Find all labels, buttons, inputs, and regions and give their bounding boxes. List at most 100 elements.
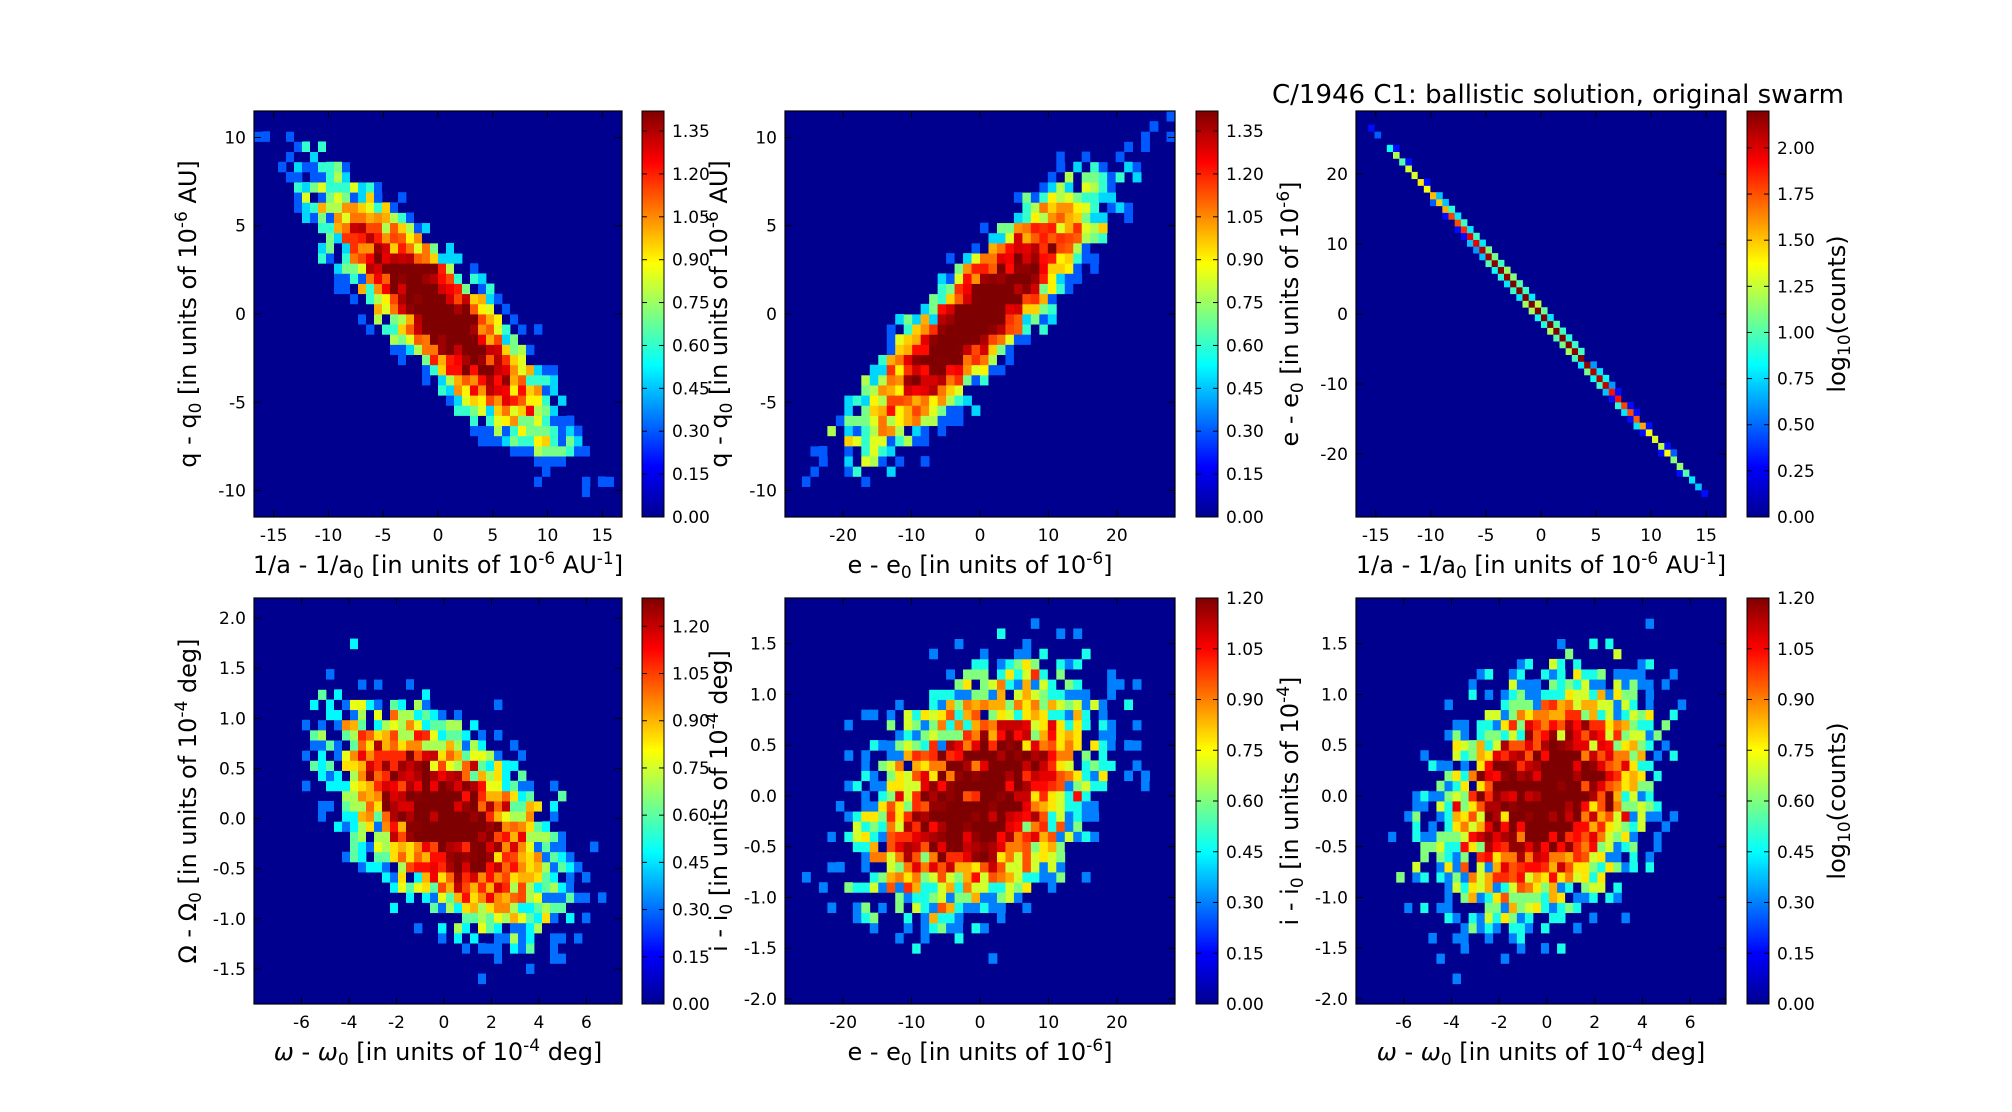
hexbin-cell bbox=[294, 182, 303, 193]
hexbin-cell bbox=[1452, 801, 1461, 812]
hexbin-cell bbox=[886, 932, 896, 944]
hexbin-cell bbox=[929, 699, 939, 711]
hexbin-cell bbox=[1411, 171, 1419, 180]
hexbin-cell bbox=[518, 953, 527, 964]
hexbin-cell bbox=[1613, 689, 1622, 700]
hexbin-cell bbox=[478, 293, 487, 305]
hexbin-cell bbox=[963, 740, 972, 751]
hexbin-cell bbox=[358, 801, 367, 812]
hexbin-cell bbox=[414, 831, 423, 842]
hexbin-cell bbox=[1115, 171, 1125, 183]
hexbin-cell bbox=[1047, 283, 1057, 295]
hexbin-cell bbox=[374, 912, 383, 924]
hexbin-cell bbox=[566, 445, 575, 457]
hexbin-cell bbox=[494, 801, 503, 812]
hexbin-cell bbox=[1404, 922, 1413, 934]
hexbin-cell bbox=[988, 212, 998, 224]
hexbin-cell bbox=[810, 435, 820, 447]
hexbin-cell bbox=[494, 811, 503, 822]
hexbin-cell bbox=[1090, 202, 1100, 213]
hexbin-cell bbox=[1444, 760, 1453, 771]
hexbin-cell bbox=[1613, 770, 1622, 782]
hexbin-cell bbox=[1500, 841, 1510, 853]
hexbin-cell bbox=[1013, 841, 1023, 853]
hexbin-cell bbox=[1492, 872, 1502, 883]
hexbin-cells bbox=[1356, 111, 1721, 518]
hexbin-cell bbox=[1047, 689, 1057, 700]
hexbin-cell bbox=[1056, 253, 1066, 264]
hexbin-cell bbox=[478, 334, 487, 345]
hexbin-cell bbox=[1460, 219, 1468, 227]
hexbin-cell bbox=[502, 872, 511, 883]
hexbin-cell bbox=[988, 253, 998, 264]
hexbin-cell bbox=[1047, 861, 1057, 873]
hexbin-cell bbox=[988, 273, 998, 284]
hexbin-cell bbox=[869, 821, 879, 832]
hexbin-cell bbox=[852, 902, 862, 914]
hexbin-cell bbox=[903, 882, 913, 893]
hexbin-cell bbox=[470, 770, 479, 782]
hexbin-cell bbox=[1013, 222, 1023, 234]
hexbin-cell bbox=[920, 831, 930, 842]
hexbin-cell bbox=[1701, 872, 1711, 883]
hexbin-cell bbox=[1695, 483, 1702, 491]
hexbin-cell bbox=[1581, 851, 1590, 863]
hexbin-cell bbox=[294, 719, 303, 731]
hexbin-cell bbox=[1524, 729, 1534, 741]
hexbin-cell bbox=[1661, 770, 1671, 782]
hexbin-cell bbox=[446, 729, 455, 741]
hexbin-cell bbox=[454, 750, 463, 761]
hexbin-cell bbox=[1565, 790, 1574, 802]
hexbin-cell bbox=[478, 993, 487, 1005]
hexbin-cell bbox=[614, 476, 623, 487]
hexbin-cell bbox=[438, 790, 447, 802]
hexbin-cell bbox=[988, 953, 998, 964]
hexbin-cell bbox=[971, 253, 981, 264]
hexbin-cell bbox=[494, 354, 503, 366]
hexbin-cell bbox=[852, 932, 862, 944]
hexbin-cell bbox=[1436, 861, 1445, 873]
hexbin-cell bbox=[382, 740, 391, 751]
hexbin-cell bbox=[486, 354, 495, 366]
hexbin-cell bbox=[334, 232, 343, 244]
hexbin-cell bbox=[350, 851, 359, 863]
hexbin-cell bbox=[318, 821, 327, 832]
hexbin-cell bbox=[462, 699, 471, 711]
hexbin-cell bbox=[326, 131, 335, 142]
hexbin-cell bbox=[954, 963, 964, 974]
hexbin-cell bbox=[971, 882, 981, 893]
hexbin-cell bbox=[1516, 699, 1526, 711]
x-tick-label: -20 bbox=[829, 1013, 857, 1033]
hexbin-cell bbox=[478, 405, 487, 416]
hexbin-cell bbox=[1524, 669, 1534, 680]
hexbin-cell bbox=[1005, 841, 1015, 853]
hexbin-cell bbox=[1448, 205, 1456, 213]
hexbin-cell bbox=[1524, 841, 1534, 853]
hexbin-cell bbox=[1661, 841, 1671, 853]
hexbin-cell bbox=[1420, 912, 1429, 924]
hexbin-cell bbox=[286, 141, 295, 152]
hexbin-cell bbox=[1492, 780, 1502, 792]
hexbin-cell bbox=[1081, 242, 1091, 254]
hexbin-cell bbox=[1064, 263, 1074, 274]
colorbar-label: log10(counts) bbox=[1823, 722, 1855, 879]
hexbin-cell bbox=[518, 425, 527, 437]
hexbin-cell bbox=[1516, 831, 1526, 842]
hexbin-cell bbox=[1022, 729, 1032, 741]
hexbin-cell bbox=[390, 740, 399, 751]
hexbin-cell bbox=[946, 872, 955, 883]
hexbin-cell bbox=[326, 253, 335, 264]
hexbin-cell bbox=[430, 760, 439, 771]
hexbin-cell bbox=[1476, 922, 1486, 934]
hexbin-cell bbox=[861, 872, 871, 883]
hexbin-cell bbox=[971, 912, 981, 924]
hexbin-cell bbox=[1022, 882, 1032, 893]
hexbin-cell bbox=[801, 973, 811, 985]
hexbin-cell bbox=[1479, 246, 1486, 254]
hexbin-cell bbox=[1571, 341, 1579, 349]
hexbin-cell bbox=[903, 709, 913, 721]
hexbin-cell bbox=[1532, 648, 1542, 660]
hexbin-cell bbox=[462, 334, 471, 345]
hexbin-cell bbox=[954, 263, 964, 274]
hexbin-cell bbox=[929, 293, 939, 305]
